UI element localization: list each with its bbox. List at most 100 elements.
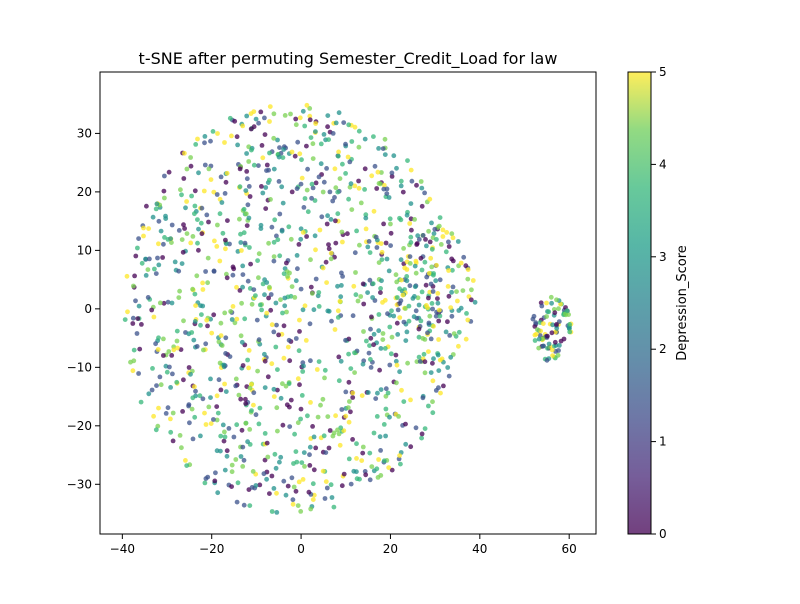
data-point <box>230 304 236 309</box>
data-point <box>229 133 234 139</box>
data-point <box>298 286 304 292</box>
data-point <box>463 336 469 342</box>
data-point <box>388 243 393 249</box>
data-point <box>347 159 353 165</box>
data-point <box>328 217 334 222</box>
data-point <box>158 382 164 388</box>
data-point <box>397 369 402 375</box>
data-point <box>181 377 186 383</box>
data-point <box>217 211 223 217</box>
data-point <box>321 179 327 185</box>
data-point <box>437 215 443 221</box>
data-point <box>338 294 344 300</box>
data-point <box>431 272 436 278</box>
data-point <box>222 429 227 435</box>
data-point <box>194 273 200 279</box>
data-point <box>381 422 387 427</box>
data-point <box>304 143 309 149</box>
data-point <box>398 183 404 189</box>
data-point <box>408 397 413 403</box>
data-point <box>363 212 369 218</box>
data-point <box>240 464 246 469</box>
colorbar-label: Depression_Score <box>675 245 690 361</box>
data-point <box>211 417 216 422</box>
data-point <box>269 509 275 514</box>
data-point <box>400 189 406 195</box>
data-point <box>239 339 245 345</box>
data-point <box>300 477 306 482</box>
data-point <box>413 258 419 264</box>
data-point <box>184 166 190 172</box>
data-point <box>379 249 385 255</box>
data-point <box>288 293 294 299</box>
data-point <box>269 224 275 230</box>
data-point <box>161 300 167 306</box>
data-point <box>291 461 296 466</box>
data-point <box>271 258 277 264</box>
data-point <box>332 166 338 172</box>
data-point <box>347 399 352 404</box>
data-point <box>405 158 410 164</box>
data-point <box>431 356 436 362</box>
data-point <box>293 278 299 284</box>
data-point <box>436 337 441 342</box>
data-point <box>382 136 388 142</box>
data-point <box>311 467 317 473</box>
data-point <box>339 283 344 288</box>
data-point <box>277 253 283 259</box>
data-point <box>191 337 197 343</box>
data-point <box>365 390 371 395</box>
data-point <box>170 371 175 377</box>
data-point <box>451 331 457 336</box>
data-point <box>350 313 356 319</box>
data-point <box>450 258 456 264</box>
data-point <box>273 344 279 350</box>
data-point <box>168 416 173 422</box>
data-point <box>184 463 190 468</box>
data-point <box>147 256 152 262</box>
data-point <box>429 246 435 252</box>
data-point <box>156 405 161 411</box>
data-point <box>381 182 387 188</box>
data-point <box>359 458 365 463</box>
data-point <box>271 166 277 172</box>
data-point <box>413 270 419 276</box>
data-point <box>208 177 214 183</box>
data-point <box>387 324 393 330</box>
data-point <box>192 211 197 217</box>
colorbar-tick-label: 3 <box>659 250 667 264</box>
data-point <box>271 254 277 259</box>
data-point <box>408 167 414 173</box>
data-point <box>258 222 264 228</box>
data-point <box>304 234 309 239</box>
data-point <box>361 329 366 334</box>
data-point <box>429 220 434 226</box>
data-point <box>536 345 542 351</box>
data-point <box>183 205 188 211</box>
data-point <box>237 288 243 293</box>
data-point <box>422 259 428 265</box>
data-point <box>229 317 235 322</box>
data-point <box>343 141 348 147</box>
data-point <box>267 284 272 290</box>
data-point <box>365 290 370 295</box>
data-point <box>241 230 247 236</box>
data-point <box>427 239 433 245</box>
data-point <box>261 471 267 477</box>
data-point <box>251 124 257 130</box>
data-point <box>235 480 241 486</box>
data-point <box>197 393 203 399</box>
data-point <box>145 267 151 272</box>
data-point <box>455 239 461 244</box>
data-point <box>308 506 314 512</box>
data-point <box>370 281 376 287</box>
scatter-points <box>122 102 574 515</box>
data-point <box>389 174 395 179</box>
data-point <box>426 320 432 326</box>
data-point <box>353 270 358 275</box>
data-point <box>445 284 451 289</box>
data-point <box>206 404 212 410</box>
data-point <box>301 205 307 210</box>
data-point <box>367 343 372 348</box>
